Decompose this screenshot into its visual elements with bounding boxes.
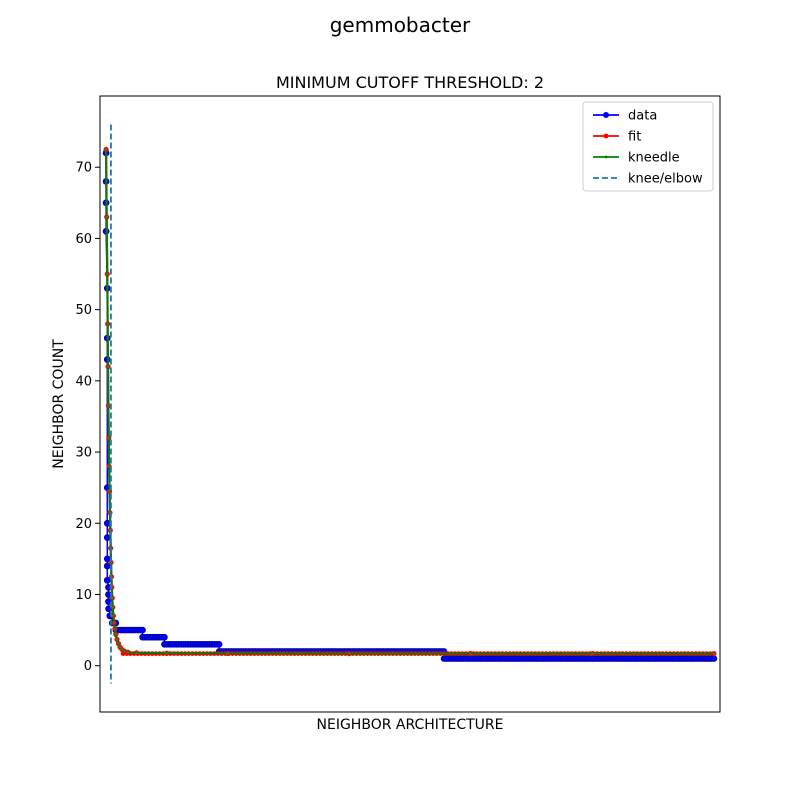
legend: data fit kneedle knee/elbow (582, 101, 714, 192)
figure-suptitle: gemmobacter (330, 13, 471, 37)
legend-label: data (628, 109, 657, 124)
y-axis-label: NEIGHBOR COUNT (51, 339, 67, 469)
y-tick-label: 70 (75, 161, 92, 176)
kneedle-point (469, 652, 472, 655)
legend-label: fit (628, 130, 641, 145)
y-tick-label: 40 (75, 374, 92, 389)
kneedle-point (118, 646, 122, 649)
kneedle-point (117, 642, 120, 645)
kneedle-point (112, 614, 115, 618)
kneedle-point (106, 322, 109, 326)
kneedle-point (105, 215, 108, 219)
kneedle-point (113, 627, 117, 630)
legend-swatch-marker (603, 112, 609, 118)
y-tick-label: 10 (75, 588, 92, 603)
y-tick-label: 20 (75, 517, 92, 532)
kneedle-point (591, 652, 594, 655)
kneedle-series-line (105, 149, 714, 655)
kneedle-point (123, 649, 126, 653)
chart-title: MINIMUM CUTOFF THRESHOLD: 2 (276, 73, 544, 92)
kneedle-point (104, 148, 108, 151)
y-axis-ticks: 0 10 20 30 40 50 60 70 (75, 161, 100, 674)
kneedle-point (114, 633, 118, 636)
kneedle-point (111, 606, 114, 609)
kneedle-point (107, 404, 110, 407)
axes-frame (99, 95, 721, 713)
kneedle-point (226, 652, 229, 655)
kneedle-point (106, 365, 110, 368)
kneedle-point (165, 652, 169, 655)
data-point (139, 626, 146, 634)
kneedle-point (120, 648, 124, 651)
legend-label: kneedle (628, 151, 680, 166)
y-tick-label: 60 (75, 232, 92, 247)
legend-label: knee/elbow (628, 172, 703, 187)
y-tick-label: 50 (75, 303, 92, 318)
kneedle-point (112, 621, 116, 625)
legend-swatch-marker (603, 133, 609, 139)
kneedle-point (126, 650, 130, 654)
y-tick-label: 0 (84, 659, 92, 674)
kneedle-point (108, 490, 111, 493)
kneedle-point (135, 651, 138, 655)
kneedle-point (107, 436, 110, 440)
y-tick-label: 30 (75, 446, 92, 461)
kneedle-point (107, 465, 111, 468)
legend-box (582, 101, 714, 192)
plot-area (102, 124, 718, 684)
fit-point (120, 651, 126, 656)
legend-swatch-marker (604, 155, 608, 159)
kneedle-point (106, 272, 109, 276)
data-point (710, 655, 718, 662)
kneedle-point (115, 638, 119, 641)
data-point (215, 641, 223, 648)
kneedle-point (712, 652, 716, 655)
x-axis-label: NEIGHBOR ARCHITECTURE (317, 717, 504, 733)
kneedle-point (348, 652, 351, 655)
data-point (161, 633, 168, 641)
